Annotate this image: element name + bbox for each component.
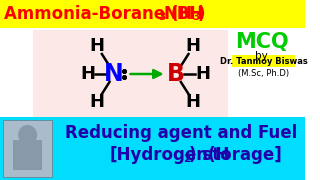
Text: H: H (195, 65, 210, 83)
Text: B: B (167, 62, 185, 86)
Text: MCQ: MCQ (235, 32, 289, 52)
Text: Ammonia-Borane (H: Ammonia-Borane (H (4, 5, 192, 23)
Text: by: by (255, 51, 268, 61)
Text: H: H (90, 93, 105, 111)
Bar (0, 0, 305, 28)
Text: Dr. Tanmoy Biswas: Dr. Tanmoy Biswas (220, 57, 308, 66)
Text: H: H (90, 37, 105, 55)
Bar (13, 140, 42, 170)
Circle shape (18, 125, 37, 145)
Bar (0, 28, 305, 120)
Text: 2: 2 (183, 154, 190, 164)
Text: H: H (186, 37, 201, 55)
Text: ) storage]: ) storage] (189, 146, 282, 164)
Text: H: H (80, 65, 95, 83)
Bar (3, 120, 52, 177)
Text: NBH: NBH (164, 5, 204, 23)
Text: N: N (104, 62, 124, 86)
Bar (33, 30, 228, 118)
Text: ): ) (198, 5, 205, 23)
Bar (0, 117, 305, 180)
Text: [Hydrogen(H: [Hydrogen(H (109, 146, 230, 164)
Text: H: H (186, 93, 201, 111)
Text: 3: 3 (158, 12, 165, 22)
Bar (232, 55, 295, 67)
Text: 3: 3 (192, 12, 200, 22)
Text: Reducing agent and Fuel: Reducing agent and Fuel (65, 124, 297, 142)
Text: (M.Sc, Ph.D): (M.Sc, Ph.D) (238, 69, 289, 78)
